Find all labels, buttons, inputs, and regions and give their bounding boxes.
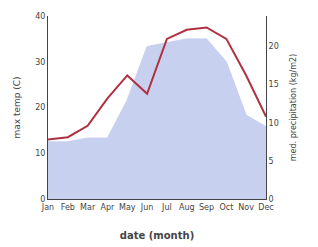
svg-text:May: May — [119, 203, 136, 212]
svg-text:med. precipitation (kg/m2): med. precipitation (kg/m2) — [289, 54, 298, 161]
svg-text:Oct: Oct — [219, 203, 233, 212]
svg-text:Jan: Jan — [41, 203, 54, 212]
svg-text:Jul: Jul — [161, 203, 172, 212]
svg-text:Jun: Jun — [140, 203, 154, 212]
svg-text:40: 40 — [35, 12, 45, 21]
svg-text:Aug: Aug — [179, 203, 195, 212]
svg-text:0: 0 — [269, 195, 274, 204]
svg-text:20: 20 — [35, 103, 45, 112]
svg-text:Mar: Mar — [80, 203, 96, 212]
svg-text:date (month): date (month) — [120, 230, 194, 241]
svg-text:15: 15 — [269, 80, 279, 89]
svg-text:Feb: Feb — [61, 203, 75, 212]
svg-text:10: 10 — [269, 119, 279, 128]
svg-text:Dec: Dec — [258, 203, 273, 212]
svg-text:Sep: Sep — [199, 203, 214, 212]
svg-text:5: 5 — [269, 157, 274, 166]
svg-text:0: 0 — [40, 195, 45, 204]
svg-text:20: 20 — [269, 42, 279, 51]
svg-text:30: 30 — [35, 58, 45, 67]
svg-text:max temp (C): max temp (C) — [12, 76, 22, 138]
svg-text:10: 10 — [35, 149, 45, 158]
svg-text:Apr: Apr — [101, 203, 116, 212]
svg-text:Nov: Nov — [238, 203, 254, 212]
